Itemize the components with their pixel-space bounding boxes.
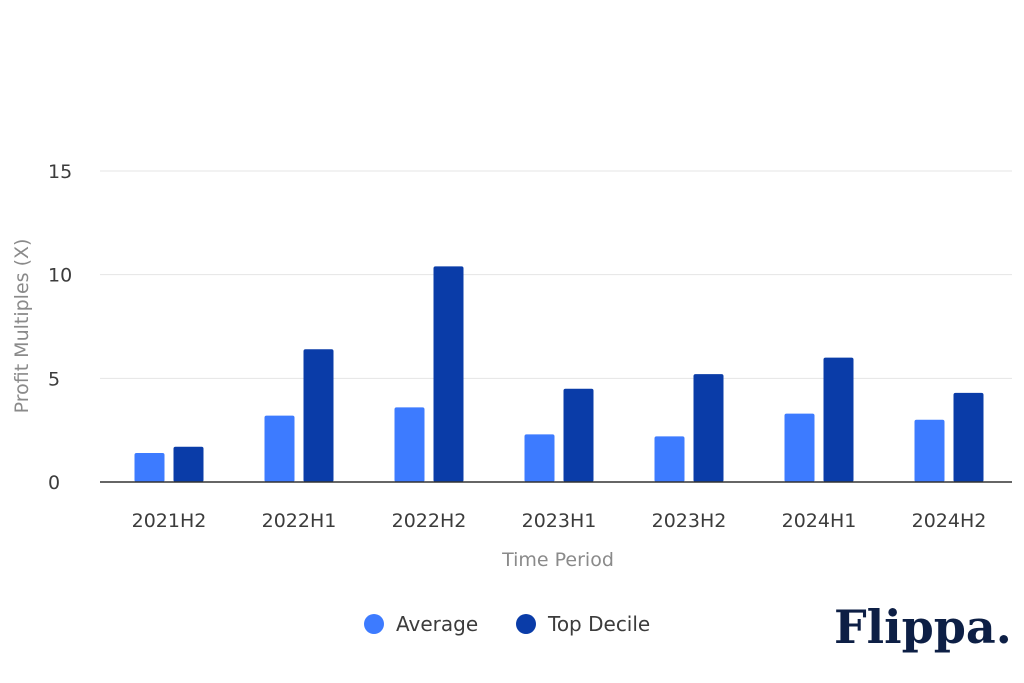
legend: Average Top Decile xyxy=(364,612,650,636)
bar-top-decile-2022h1 xyxy=(303,349,334,482)
bar-average-2021h2 xyxy=(134,452,165,482)
x-tick-label: 2021H2 xyxy=(132,510,207,532)
legend-label-top-decile: Top Decile xyxy=(547,612,650,636)
x-tick-label: 2022H1 xyxy=(262,510,337,532)
y-tick-label: 0 xyxy=(48,472,60,494)
y-tick-label: 10 xyxy=(48,265,72,287)
legend-swatch-top-decile xyxy=(516,614,536,634)
legend-label-average: Average xyxy=(396,612,478,636)
y-tick-label: 5 xyxy=(48,368,60,390)
bar-top-decile-2022h2 xyxy=(433,266,464,482)
gridlines xyxy=(100,170,1012,379)
legend-swatch-average xyxy=(364,614,384,634)
bar-top-decile-2024h2 xyxy=(953,392,984,482)
bars xyxy=(134,266,984,482)
bar-top-decile-2021h2 xyxy=(173,446,204,482)
x-tick-label: 2022H2 xyxy=(392,510,467,532)
bar-top-decile-2024h1 xyxy=(823,357,854,482)
x-tick-label: 2023H2 xyxy=(652,510,727,532)
x-tick-label: 2024H1 xyxy=(782,510,857,532)
x-axis-title: Time Period xyxy=(501,549,614,571)
bar-average-2022h1 xyxy=(264,415,295,482)
bar-average-2023h2 xyxy=(654,436,685,482)
flippa-logo: Flippa. xyxy=(834,600,1012,654)
bar-average-2024h1 xyxy=(784,413,815,482)
bar-average-2024h2 xyxy=(914,419,945,482)
x-tick-label: 2023H1 xyxy=(522,510,597,532)
x-tick-labels: 2021H2 2022H1 2022H2 2023H1 2023H2 2024H1 2024… xyxy=(132,510,987,532)
y-axis-title: Profit Multiples (X) xyxy=(11,239,33,414)
bar-average-2023h1 xyxy=(524,434,555,482)
bar-top-decile-2023h2 xyxy=(693,374,724,482)
y-tick-labels: 0 5 10 15 xyxy=(48,161,72,494)
y-tick-label: 15 xyxy=(48,161,72,183)
bar-average-2022h2 xyxy=(394,407,425,482)
bar-top-decile-2023h1 xyxy=(563,388,594,482)
x-tick-label: 2024H2 xyxy=(912,510,987,532)
